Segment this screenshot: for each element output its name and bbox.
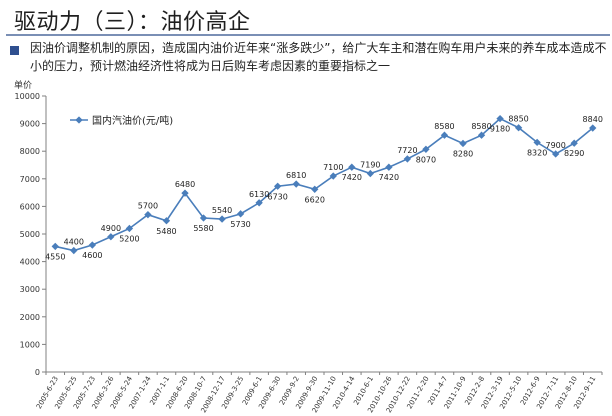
y-axis-unit-label: 单价 — [14, 81, 33, 91]
data-label: 8280 — [453, 149, 473, 158]
data-point-marker — [533, 138, 541, 147]
data-label: 5580 — [193, 224, 213, 233]
data-label: 7720 — [397, 146, 417, 155]
data-label: 7190 — [360, 161, 380, 170]
data-point-marker — [348, 163, 356, 171]
bullet-square-icon — [10, 46, 19, 55]
y-tick-label: 0 — [35, 368, 40, 377]
data-point-marker — [403, 155, 412, 163]
data-label: 8290 — [564, 149, 584, 158]
data-label: 6730 — [267, 192, 287, 201]
data-point-marker — [551, 150, 560, 158]
data-label: 4600 — [82, 251, 102, 260]
data-point-marker — [88, 241, 97, 249]
y-tick-label: 5000 — [20, 230, 40, 239]
data-point-marker — [570, 139, 578, 147]
y-tick-label: 1000 — [20, 340, 40, 349]
y-tick-label: 2000 — [20, 313, 40, 322]
data-point-marker — [589, 124, 597, 132]
data-point-marker — [199, 214, 208, 222]
data-label: 7420 — [379, 173, 399, 182]
y-tick-label: 10000 — [15, 92, 40, 101]
data-label: 5480 — [156, 227, 176, 236]
y-tick-label: 9000 — [20, 120, 40, 129]
data-label: 8070 — [416, 155, 436, 164]
data-label: 9180 — [490, 125, 510, 134]
data-point-marker — [477, 131, 486, 139]
data-label: 6810 — [286, 171, 306, 180]
data-label: 5200 — [119, 234, 139, 243]
data-label: 6480 — [175, 180, 195, 189]
slide-subtitle: 因油价调整机制的原因，造成国内油价近年来“涨多跌少”，给广大车主和潜在购车用户未… — [30, 41, 607, 73]
data-point-marker — [218, 215, 226, 223]
data-label: 8840 — [583, 115, 603, 124]
legend-swatch-marker — [75, 116, 83, 124]
data-label: 7900 — [545, 141, 565, 150]
data-point-marker — [385, 163, 393, 171]
legend-label: 国内汽油价(元/吨) — [92, 114, 173, 127]
data-point-marker — [496, 114, 504, 123]
data-point-marker — [440, 131, 449, 139]
data-point-marker — [70, 246, 78, 255]
data-label: 5540 — [212, 206, 232, 215]
series-line — [55, 117, 594, 252]
slide-title: 驱动力（三）：油价高企 — [14, 10, 251, 35]
data-label: 6130 — [249, 190, 269, 199]
data-point-marker — [236, 210, 245, 218]
data-label: 7420 — [342, 173, 362, 182]
y-tick-label: 3000 — [20, 285, 40, 294]
data-label: 8580 — [434, 122, 454, 131]
y-tick-label: 7000 — [20, 175, 40, 184]
data-point-marker — [459, 139, 467, 148]
y-tick-label: 4000 — [20, 258, 40, 267]
data-label: 7100 — [323, 163, 343, 172]
data-label: 4400 — [64, 238, 84, 247]
data-label: 8320 — [527, 148, 547, 157]
y-tick-label: 8000 — [20, 147, 40, 156]
data-label: 5730 — [230, 220, 250, 229]
data-label: 4900 — [101, 224, 121, 233]
data-point-marker — [366, 169, 375, 178]
title-divider — [6, 34, 610, 36]
data-label: 8580 — [471, 122, 491, 131]
data-label: 5700 — [138, 202, 158, 211]
data-point-marker — [51, 242, 59, 251]
data-label: 4550 — [45, 252, 65, 261]
data-label: 8850 — [508, 115, 528, 124]
data-point-marker — [107, 233, 115, 241]
y-tick-label: 6000 — [20, 202, 40, 211]
data-point-marker — [292, 180, 300, 188]
data-label: 6620 — [305, 195, 325, 204]
